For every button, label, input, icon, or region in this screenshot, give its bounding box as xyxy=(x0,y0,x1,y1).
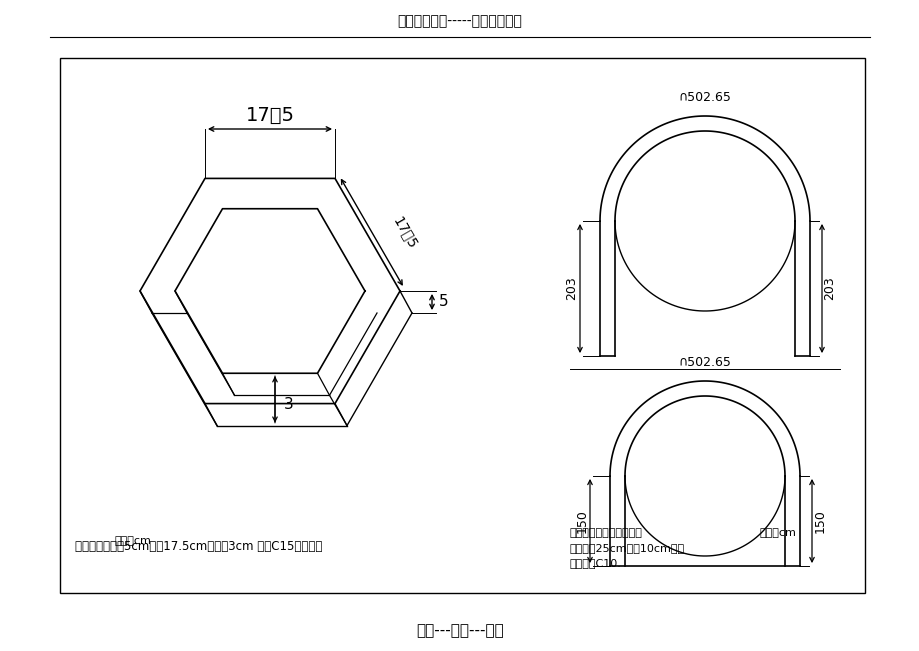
Text: 17，5: 17，5 xyxy=(390,214,420,251)
Text: 精选优质文档-----倾情为你奉上: 精选优质文档-----倾情为你奉上 xyxy=(397,14,522,28)
Text: 17，5: 17，5 xyxy=(245,105,294,124)
Text: 单位：cm: 单位：cm xyxy=(115,536,152,546)
Text: 注：六菱块高度5cm长度17.5cm，宽度3cm 采用C15混凝土。: 注：六菱块高度5cm长度17.5cm，宽度3cm 采用C15混凝土。 xyxy=(75,540,322,553)
Text: 3: 3 xyxy=(284,397,293,412)
Text: 150: 150 xyxy=(812,509,825,533)
Text: 专心---专注---专业: 专心---专注---专业 xyxy=(415,624,504,639)
Text: ∩502.65: ∩502.65 xyxy=(678,356,731,369)
Text: 凝土标号C10.: 凝土标号C10. xyxy=(570,558,621,568)
Text: ∩502.65: ∩502.65 xyxy=(678,91,731,104)
Text: 图，，厚25cm，宽10cm，混: 图，，厚25cm，宽10cm，混 xyxy=(570,543,685,553)
Text: 203: 203 xyxy=(823,277,835,300)
Text: 150: 150 xyxy=(575,509,588,533)
Text: 注：截水骨架排水板施工: 注：截水骨架排水板施工 xyxy=(570,528,642,538)
Text: 单位：cm: 单位：cm xyxy=(759,528,796,538)
Text: 203: 203 xyxy=(565,277,578,300)
Text: 5: 5 xyxy=(438,294,448,309)
